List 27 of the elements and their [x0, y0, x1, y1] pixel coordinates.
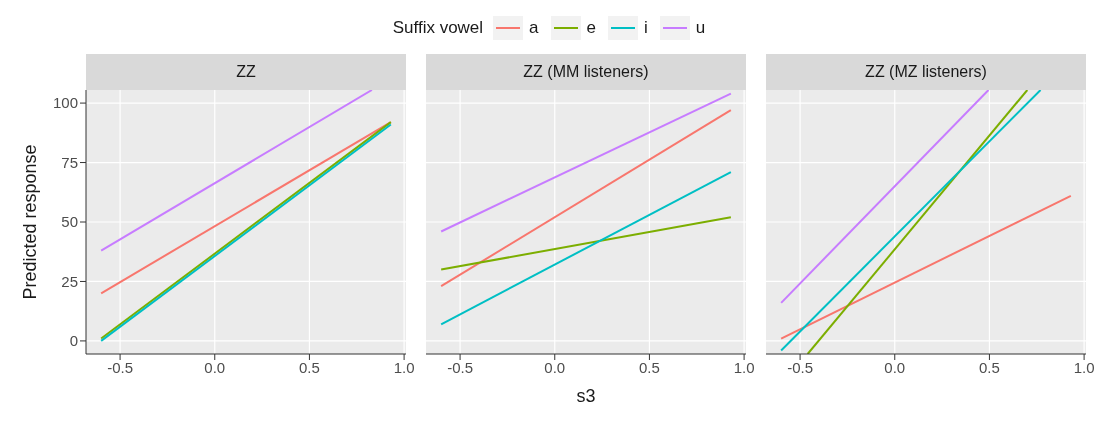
legend-label: a [529, 18, 539, 38]
x-tick-label: 1.0 [393, 358, 415, 376]
chart-title: ZZ [86, 54, 406, 90]
chart-title: ZZ (MZ listeners) [766, 54, 1086, 90]
x-tick-label: -0.5 [787, 358, 814, 376]
x-tick-label: -0.5 [107, 358, 134, 376]
y-axis-title: Predicted response [19, 144, 41, 300]
x-tick-label: 0.0 [884, 358, 906, 376]
y-tick-label: 0 [69, 332, 78, 350]
x-tick-label: 1.0 [733, 358, 755, 376]
y-tick-label: 50 [61, 213, 78, 231]
legend-label: u [695, 18, 706, 38]
x-tick-label: 1.0 [1073, 358, 1095, 376]
legend-label: e [586, 18, 597, 38]
x-tick-label: -0.5 [447, 358, 474, 376]
x-tick-label: 0.5 [979, 358, 1000, 376]
y-tick-label: 25 [61, 272, 78, 290]
y-tick-label: 75 [61, 153, 78, 171]
y-tick-label: 100 [52, 94, 78, 112]
x-tick-label: 0.5 [299, 358, 320, 376]
legend-label: i [644, 18, 648, 38]
x-tick-label: 0.0 [544, 358, 566, 376]
chart-title: ZZ (MM listeners) [426, 54, 746, 90]
x-axis-title: s3 [576, 386, 596, 406]
x-tick-label: 0.5 [639, 358, 660, 376]
legend-title: Suffix vowel [392, 18, 484, 38]
x-tick-label: 0.0 [204, 358, 226, 376]
